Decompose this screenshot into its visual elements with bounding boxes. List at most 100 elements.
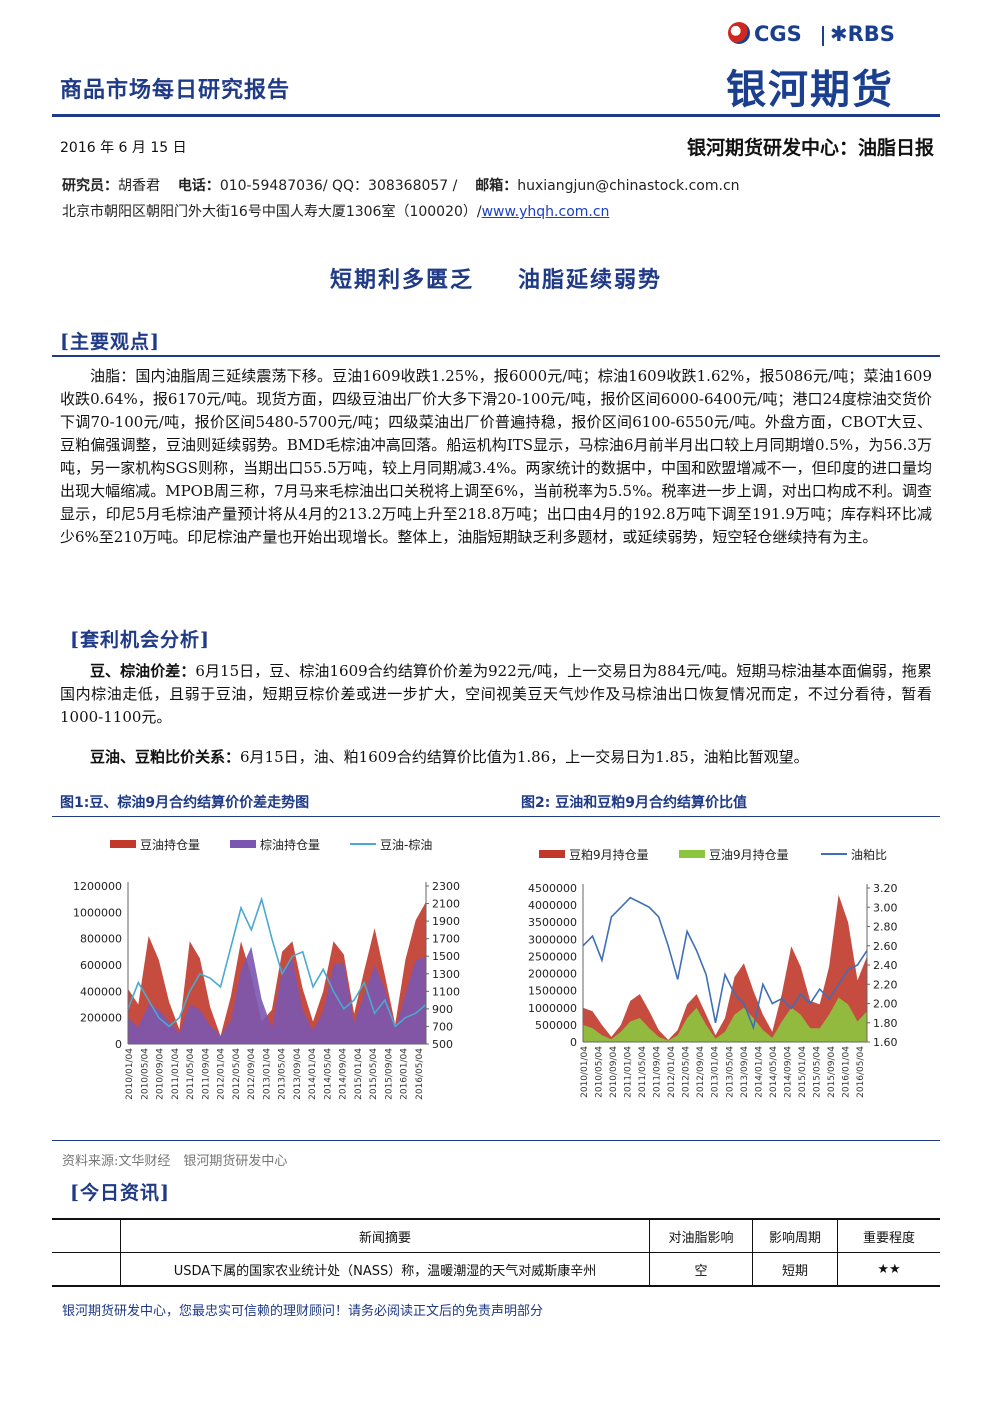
x-tick-label: 2014/01/04 — [754, 1046, 764, 1098]
news-header-period: 影响周期 — [752, 1218, 838, 1253]
x-tick-label: 2013/01/04 — [711, 1046, 721, 1098]
y-right-tick-label: 2.60 — [873, 940, 898, 953]
x-tick-label: 2015/01/04 — [354, 1048, 364, 1100]
y-left-tick-label: 4500000 — [528, 882, 577, 895]
x-tick-label: 2010/01/04 — [125, 1048, 135, 1100]
y-right-tick-label: 2.00 — [873, 998, 898, 1011]
x-tick-label: 2015/05/04 — [812, 1046, 822, 1098]
y-right-tick-label: 1300 — [432, 968, 460, 981]
address-line: 北京市朝阳区朝阳门外大街16号中国人寿大厦1306室（100020）/www.y… — [62, 201, 609, 221]
news-cell-blank — [52, 1252, 121, 1287]
y-right-tick-label: 2100 — [432, 898, 460, 911]
y-right-tick-label: 2300 — [432, 880, 460, 893]
x-tick-label: 2011/09/04 — [201, 1048, 211, 1100]
spread-label: 豆、棕油价差： — [90, 662, 196, 680]
x-tick-label: 2013/01/04 — [262, 1048, 272, 1100]
contact-line: 研究员：胡香君 电话：010-59487036/ QQ：308368057 / … — [62, 175, 740, 195]
email-label: 邮箱： — [475, 178, 518, 194]
x-tick-label: 2010/05/04 — [140, 1048, 150, 1100]
chart-soy-palm-spread: 豆油持仓量 棕油持仓量 豆油-棕油 1200000 1000000 800000 60000… — [73, 837, 460, 1100]
news-header-importance: 重要程度 — [837, 1218, 940, 1253]
y-right-tick-label: 1500 — [432, 950, 460, 963]
spread-paragraph: 豆、棕油价差：6月15日，豆、棕油1609合约结算价价差为922元/吨，上一交易… — [60, 660, 932, 729]
x-tick-label: 2011/05/04 — [638, 1046, 648, 1098]
y-right-tick-label: 2.40 — [873, 959, 898, 972]
news-heading: [今日资讯] — [70, 1182, 170, 1204]
news-impact: 空 — [649, 1252, 753, 1287]
x-tick-label: 2011/01/04 — [624, 1046, 634, 1098]
y-right-tick-label: 1.60 — [873, 1036, 898, 1049]
y-left-tick-label: 1500000 — [528, 985, 577, 998]
y-right-tick-label: 1100 — [432, 985, 460, 998]
legend-swatch — [230, 840, 256, 848]
report-title: 商品市场每日研究报告 — [60, 78, 291, 103]
x-tick-label: 2016/01/04 — [841, 1046, 851, 1098]
x-tick-label: 2011/05/04 — [186, 1048, 196, 1100]
x-tick-label: 2013/09/04 — [740, 1046, 750, 1098]
headline: 短期利多匮乏 油脂延续弱势 — [0, 262, 992, 294]
section-rule — [52, 355, 940, 357]
x-tick-label: 2010/09/04 — [156, 1048, 166, 1100]
rbs-logo: ✱RBS — [830, 22, 895, 46]
x-tick-label: 2010/09/04 — [609, 1046, 619, 1098]
x-tick-label: 2013/05/04 — [725, 1046, 735, 1098]
x-tick-label: 2013/09/04 — [293, 1048, 303, 1100]
x-tick-label: 2012/01/04 — [667, 1046, 677, 1098]
y-left-tick-label: 4000000 — [528, 899, 577, 912]
researcher-label: 研究员： — [62, 178, 118, 194]
spread-text: 6月15日，豆、棕油1609合约结算价价差为922元/吨，上一交易日为884元/… — [60, 662, 932, 726]
news-header-blank — [52, 1218, 121, 1253]
y-left-tick-label: 800000 — [80, 933, 122, 946]
y-left-tick-label: 500000 — [535, 1019, 577, 1032]
x-tick-label: 2012/05/04 — [682, 1046, 692, 1098]
x-tick-label: 2014/05/04 — [323, 1048, 333, 1100]
x-tick-label: 2010/01/04 — [580, 1046, 590, 1098]
x-tick-label: 2013/05/04 — [278, 1048, 288, 1100]
news-header-row: 新闻摘要 对油脂影响 影响周期 重要程度 — [52, 1218, 940, 1253]
figure1-title: 图1:豆、棕油9月合约结算价价差走势图 — [60, 795, 310, 811]
legend-label: 豆油9月持仓量 — [709, 847, 789, 862]
address: 北京市朝阳区朝阳门外大街16号中国人寿大厦1306室（100020）/ — [62, 204, 482, 220]
x-tick-label: 2014/09/04 — [339, 1048, 349, 1100]
footer-disclaimer: 银河期货研发中心，您最忠实可信赖的理财顾问！请务必阅读正文后的免责声明部分 — [62, 1304, 544, 1319]
y-right-tick-label: 700 — [432, 1020, 453, 1033]
y-left-tick-label: 0 — [115, 1038, 122, 1051]
ratio-paragraph: 豆油、豆粕比价关系：6月15日，油、粕1609合约结算价比值为1.86，上一交易… — [60, 746, 932, 769]
x-tick-label: 2015/01/04 — [798, 1046, 808, 1098]
legend-label: 油粕比 — [851, 847, 887, 862]
x-tick-label: 2015/09/04 — [384, 1048, 394, 1100]
legend-label: 豆油-棕油 — [380, 837, 432, 852]
legend-label: 豆油持仓量 — [140, 837, 200, 852]
website-link[interactable]: www.yhqh.com.cn — [481, 204, 610, 220]
x-tick-label: 2014/01/04 — [308, 1048, 318, 1100]
y-right-tick-label: 1.80 — [873, 1017, 898, 1030]
line-series — [127, 896, 427, 1028]
area-series-2 — [128, 946, 426, 1044]
y-right-tick-label: 2.80 — [873, 921, 898, 934]
y-right-tick-label: 2.20 — [873, 978, 898, 991]
header-rule — [52, 114, 940, 117]
x-tick-label: 2012/09/04 — [247, 1048, 257, 1100]
rbs-logo-text: RBS — [847, 22, 895, 46]
cgs-logo-text: CGS — [754, 22, 802, 46]
y-right-tick-label: 1700 — [432, 933, 460, 946]
x-tick-label: 2015/05/04 — [369, 1048, 379, 1100]
phone-number: 010-59487036/ QQ：308368057 / — [219, 178, 458, 194]
logo-divider — [822, 26, 824, 46]
x-tick-label: 2015/09/04 — [827, 1046, 837, 1098]
x-tick-label: 2012/09/04 — [696, 1046, 706, 1098]
department-title: 银河期货研发中心：油脂日报 — [686, 137, 934, 159]
x-tick-label: 2014/09/04 — [783, 1046, 793, 1098]
legend-swatch — [679, 850, 705, 858]
x-tick-label: 2011/09/04 — [653, 1046, 663, 1098]
email-address[interactable]: huxiangjun@chinastock.com.cn — [517, 178, 740, 194]
y-right-tick-label: 3.20 — [873, 882, 898, 895]
y-right-tick-label: 1900 — [432, 915, 460, 928]
source-note: 资料来源:文华财经 银河期货研发中心 — [62, 1154, 288, 1169]
y-left-tick-label: 1200000 — [73, 880, 122, 893]
x-tick-label: 2012/05/04 — [232, 1048, 242, 1100]
y-left-tick-label: 3000000 — [528, 933, 577, 946]
area-series-1 — [583, 894, 867, 1042]
y-left-tick-label: 2000000 — [528, 968, 577, 981]
y-right-tick-label: 500 — [432, 1038, 453, 1051]
